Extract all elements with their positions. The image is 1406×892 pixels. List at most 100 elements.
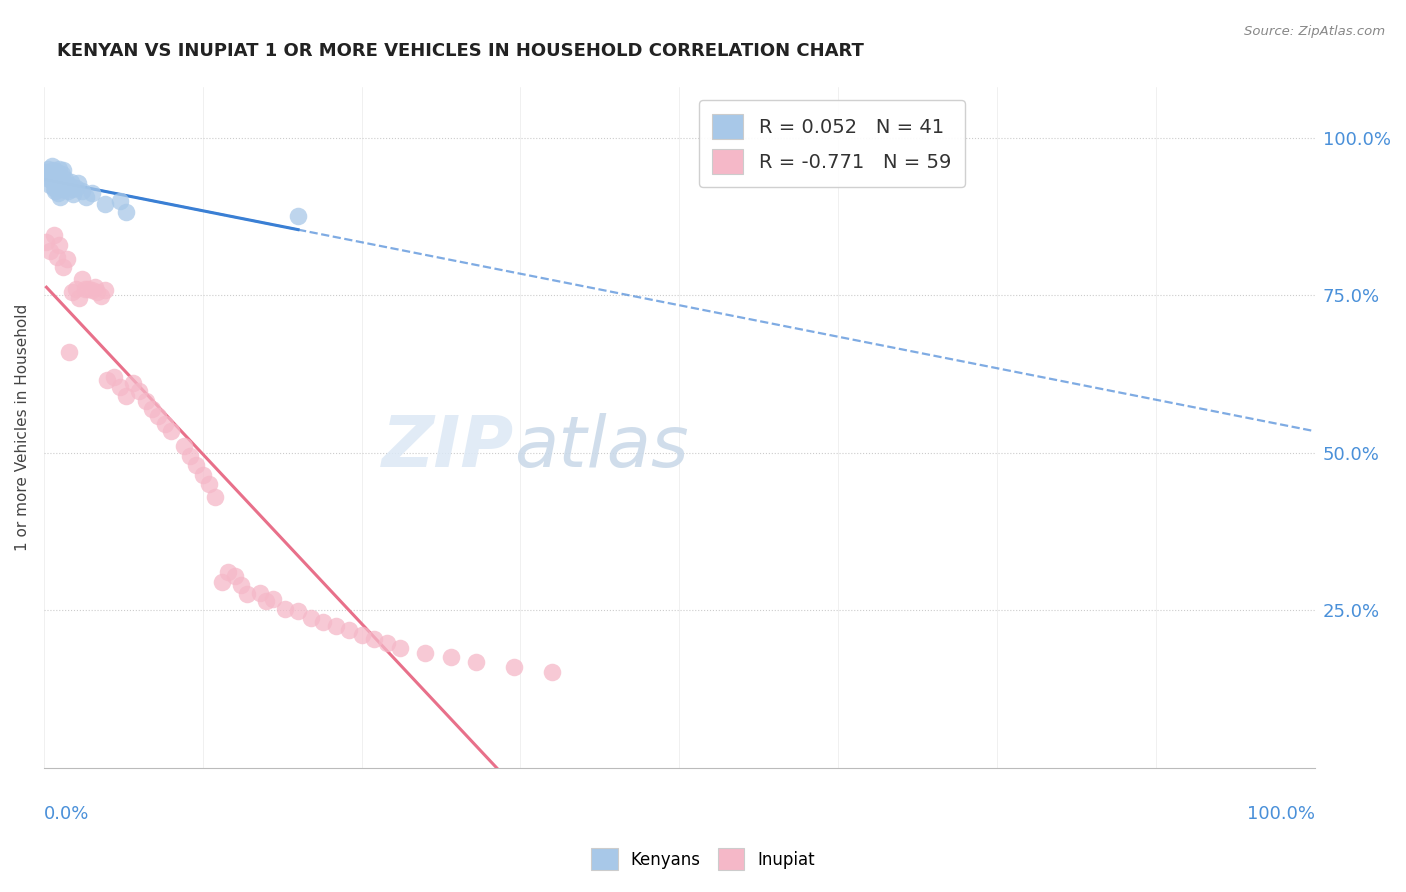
Point — [77, 282, 100, 296]
Point — [70, 272, 93, 286]
Point — [254, 593, 277, 607]
Legend: R = 0.052   N = 41, R = -0.771   N = 59: R = 0.052 N = 41, R = -0.771 N = 59 — [699, 101, 965, 187]
Point — [55, 179, 77, 194]
Point — [41, 159, 63, 173]
Text: KENYAN VS INUPIAT 1 OR MORE VEHICLES IN HOUSEHOLD CORRELATION CHART: KENYAN VS INUPIAT 1 OR MORE VEHICLES IN … — [56, 42, 863, 60]
Point — [70, 184, 93, 198]
Point — [224, 568, 246, 582]
Text: 100.0%: 100.0% — [1247, 805, 1315, 823]
Point — [46, 169, 69, 184]
Point — [45, 176, 67, 190]
Point — [73, 282, 96, 296]
Point — [52, 163, 75, 178]
Point — [60, 182, 83, 196]
Point — [541, 665, 564, 679]
Point — [56, 184, 79, 198]
Point — [274, 602, 297, 616]
Point — [69, 291, 91, 305]
Point — [287, 210, 309, 224]
Point — [48, 237, 70, 252]
Point — [217, 566, 239, 580]
Point — [55, 171, 77, 186]
Point — [46, 186, 69, 200]
Point — [65, 282, 87, 296]
Text: Source: ZipAtlas.com: Source: ZipAtlas.com — [1244, 25, 1385, 38]
Point — [262, 591, 284, 606]
Point — [108, 194, 131, 208]
Point — [135, 394, 157, 409]
Point — [48, 179, 70, 194]
Point — [58, 344, 80, 359]
Point — [103, 370, 125, 384]
Point — [198, 477, 221, 491]
Point — [350, 628, 373, 642]
Point — [115, 205, 138, 219]
Point — [299, 611, 322, 625]
Point — [465, 655, 488, 669]
Point — [37, 162, 59, 177]
Text: ZIP: ZIP — [382, 413, 515, 483]
Text: atlas: atlas — [515, 413, 689, 483]
Point — [39, 169, 62, 183]
Point — [160, 424, 183, 438]
Point — [49, 190, 72, 204]
Point — [83, 280, 105, 294]
Point — [38, 171, 60, 186]
Point — [249, 585, 271, 599]
Point — [108, 379, 131, 393]
Point — [42, 181, 65, 195]
Point — [186, 458, 208, 473]
Point — [41, 169, 63, 184]
Point — [204, 490, 226, 504]
Point — [503, 660, 526, 674]
Point — [55, 252, 77, 266]
Point — [236, 587, 259, 601]
Point — [312, 615, 335, 629]
Point — [96, 373, 118, 387]
Point — [179, 449, 201, 463]
Point — [211, 574, 233, 589]
Point — [75, 190, 97, 204]
Point — [45, 165, 67, 179]
Point — [148, 409, 170, 424]
Point — [35, 235, 58, 249]
Point — [60, 285, 83, 299]
Point — [67, 176, 90, 190]
Point — [39, 244, 62, 258]
Point — [94, 283, 117, 297]
Point — [52, 260, 75, 274]
Point — [49, 173, 72, 187]
Point — [42, 175, 65, 189]
Point — [65, 181, 87, 195]
Y-axis label: 1 or more Vehicles in Household: 1 or more Vehicles in Household — [15, 304, 30, 551]
Point — [42, 167, 65, 181]
Point — [52, 182, 75, 196]
Text: 0.0%: 0.0% — [44, 805, 89, 823]
Point — [82, 186, 104, 200]
Point — [325, 619, 347, 633]
Point — [42, 228, 65, 243]
Point — [62, 187, 84, 202]
Point — [388, 640, 411, 655]
Point — [229, 578, 252, 592]
Point — [44, 171, 66, 186]
Point — [59, 175, 82, 189]
Point — [48, 162, 70, 177]
Point — [363, 632, 385, 646]
Point — [94, 196, 117, 211]
Point — [141, 401, 163, 416]
Point — [44, 184, 66, 198]
Point — [153, 417, 176, 432]
Point — [58, 178, 80, 192]
Point — [173, 439, 195, 453]
Point — [82, 283, 104, 297]
Point — [39, 178, 62, 192]
Point — [51, 167, 73, 181]
Point — [128, 384, 150, 398]
Point — [53, 176, 76, 190]
Point — [42, 163, 65, 178]
Point — [375, 636, 398, 650]
Point — [90, 289, 112, 303]
Legend: Kenyans, Inupiat: Kenyans, Inupiat — [583, 842, 823, 877]
Point — [121, 376, 143, 391]
